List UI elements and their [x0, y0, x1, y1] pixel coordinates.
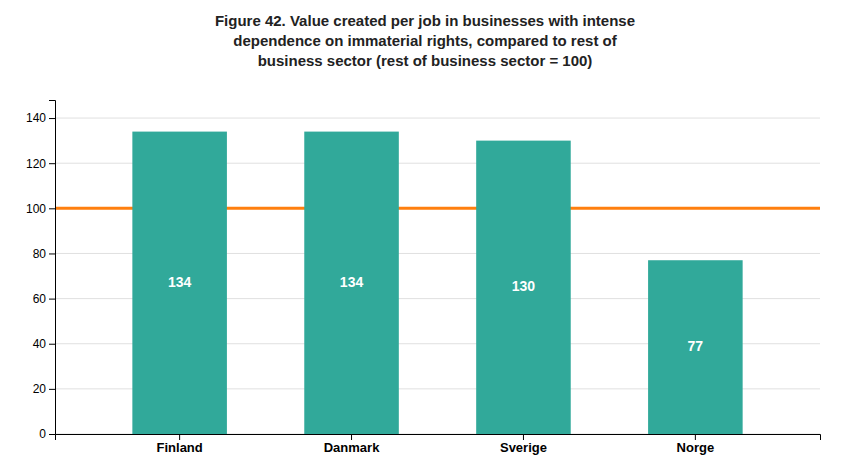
- y-tick-label: 0: [39, 427, 46, 441]
- y-axis: 0 20 40 60 80 100 120 140: [26, 101, 56, 442]
- y-tick-mark: [49, 163, 55, 164]
- chart-container: Figure 42. Value created per job in busi…: [0, 0, 850, 474]
- data-label: 134: [340, 274, 364, 290]
- title-line: dependence on immaterial rights, compare…: [233, 32, 617, 49]
- x-axis-line: [56, 435, 821, 441]
- marks: [55, 132, 820, 434]
- data-labels: 134 134 130 77: [168, 274, 703, 354]
- y-tick-label: 60: [33, 292, 47, 306]
- grid-line: [55, 118, 820, 119]
- data-label: 134: [168, 274, 192, 290]
- title: Figure 42. Value created per job in busi…: [215, 12, 635, 69]
- bar: [132, 132, 227, 434]
- y-axis-line: [49, 101, 56, 435]
- title-line: business sector (rest of business sector…: [258, 52, 593, 69]
- data-label: 77: [688, 338, 704, 354]
- x-tick-mark: [351, 434, 352, 440]
- x-tick-label: Danmark: [324, 440, 380, 455]
- y-tick: 0: [39, 427, 55, 441]
- plot-area: 134 134 130 77 Finland Danmark Sverige Norge 0 20…: [26, 101, 821, 456]
- y-tick-label: 140: [26, 111, 46, 125]
- bar: [648, 260, 743, 434]
- data-label: 130: [512, 278, 536, 294]
- bar: [476, 141, 571, 434]
- bar: [304, 132, 399, 434]
- y-tick: 40: [33, 337, 55, 351]
- x-tick: Sverige: [500, 434, 547, 455]
- y-tick: 120: [26, 157, 55, 171]
- title-line: Figure 42. Value created per job in busi…: [215, 12, 635, 29]
- y-tick: 80: [33, 247, 55, 261]
- y-tick-mark: [49, 299, 55, 300]
- x-tick-label: Norge: [677, 440, 715, 455]
- y-tick: 60: [33, 292, 55, 306]
- y-tick-label: 120: [26, 157, 46, 171]
- y-tick-label: 40: [33, 337, 47, 351]
- x-tick: Norge: [677, 434, 715, 455]
- y-tick-label: 20: [33, 382, 47, 396]
- x-tick-label: Sverige: [500, 440, 547, 455]
- y-tick-mark: [49, 118, 55, 119]
- x-tick: Finland: [157, 434, 203, 455]
- y-tick-mark: [49, 344, 55, 345]
- y-tick: 140: [26, 111, 55, 125]
- x-axis: Finland Danmark Sverige Norge: [56, 434, 821, 455]
- y-tick-mark: [49, 208, 55, 209]
- y-tick-mark: [49, 434, 55, 435]
- y-tick: 100: [26, 202, 55, 216]
- x-tick-mark: [695, 434, 696, 440]
- y-tick: 20: [33, 382, 55, 396]
- x-tick-label: Finland: [157, 440, 203, 455]
- x-tick-mark: [179, 434, 180, 440]
- chart-svg: Figure 42. Value created per job in busi…: [0, 0, 850, 474]
- grid: [55, 118, 820, 434]
- y-tick-label: 100: [26, 202, 46, 216]
- y-tick-mark: [49, 253, 55, 254]
- y-tick-label: 80: [33, 247, 47, 261]
- y-tick-mark: [49, 389, 55, 390]
- x-tick: Danmark: [324, 434, 380, 455]
- x-tick-mark: [523, 434, 524, 440]
